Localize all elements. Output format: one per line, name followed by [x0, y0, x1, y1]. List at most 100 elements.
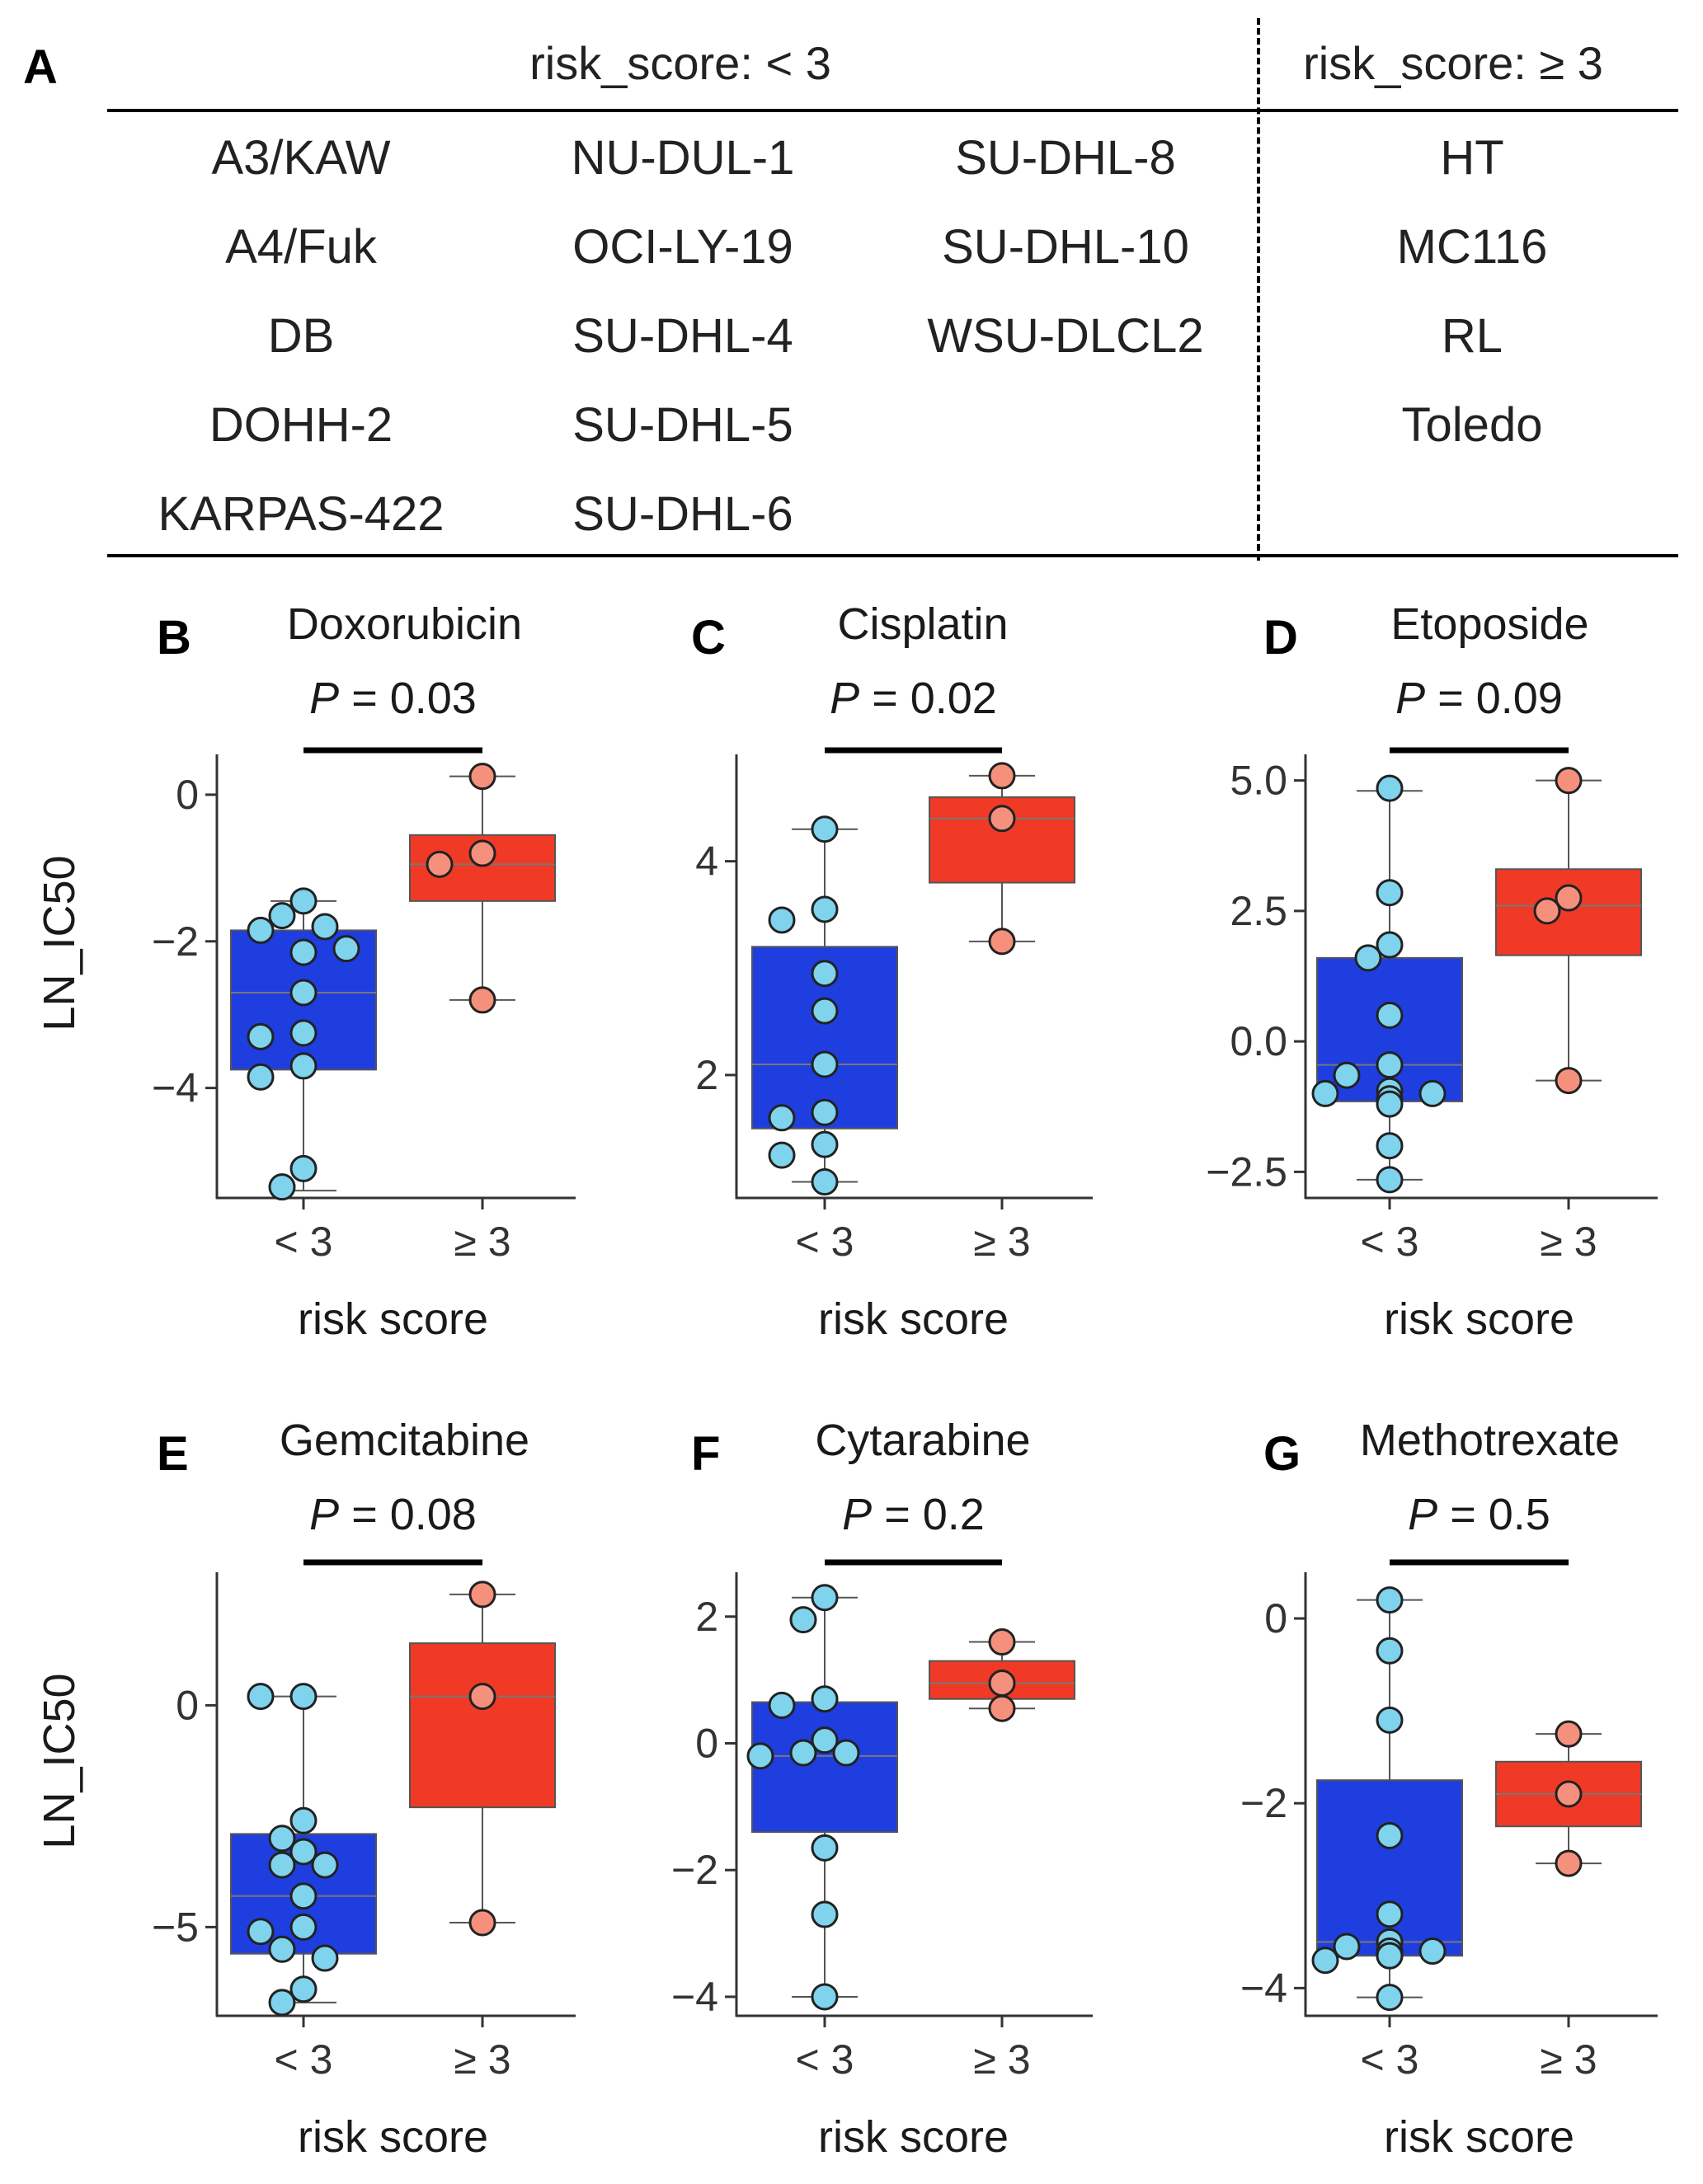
- data-point: [289, 1913, 318, 1941]
- table-cell: RL: [1441, 309, 1503, 363]
- data-point: [768, 1691, 796, 1719]
- data-point: [1376, 1586, 1404, 1614]
- group-header-high: risk_score: ≥ 3: [1303, 37, 1603, 89]
- data-point: [1376, 1821, 1404, 1849]
- data-point: [289, 979, 318, 1007]
- data-point: [1376, 1706, 1404, 1734]
- p-value: = 0.08: [339, 1490, 477, 1539]
- table-cell: DB: [267, 309, 335, 363]
- data-point: [468, 1580, 496, 1609]
- x-axis-label: risk score: [1384, 2112, 1574, 2162]
- panel-letter-d: D: [1263, 611, 1298, 665]
- x-tick-label: ≥ 3: [973, 1219, 1030, 1265]
- data-point: [811, 1168, 839, 1196]
- p-value-label: P = 0.03: [309, 674, 477, 723]
- data-point: [1376, 1166, 1404, 1194]
- data-point: [1555, 884, 1583, 912]
- box-high-risk: [409, 1642, 556, 1809]
- y-tick-label: −4: [1240, 1965, 1287, 2011]
- data-point: [247, 1022, 275, 1050]
- data-point: [268, 1989, 296, 2017]
- y-tick-label: 4: [695, 838, 718, 885]
- data-point: [1555, 1780, 1583, 1808]
- data-point: [1376, 1900, 1404, 1928]
- data-point: [311, 1944, 339, 1972]
- data-point: [811, 815, 839, 843]
- table-cell: SU-DHL-8: [955, 131, 1176, 185]
- data-point: [289, 1052, 318, 1080]
- data-point: [811, 1584, 839, 1612]
- data-point: [289, 1838, 318, 1866]
- x-tick-label: < 3: [796, 2036, 854, 2083]
- x-tick-label: ≥ 3: [973, 2036, 1030, 2083]
- data-point: [247, 1683, 275, 1711]
- y-axis-label: LN_IC50: [35, 1673, 84, 1848]
- group-divider: [1257, 18, 1260, 561]
- data-point: [268, 902, 296, 930]
- box-low-risk: [751, 946, 898, 1130]
- data-point: [311, 1851, 339, 1879]
- data-point: [1311, 1947, 1339, 1975]
- y-tick-label: 2.5: [1230, 888, 1287, 934]
- data-point: [988, 1670, 1016, 1697]
- x-tick-label: ≥ 3: [1540, 2036, 1597, 2083]
- x-tick-label: < 3: [1361, 1219, 1419, 1265]
- data-point: [1418, 1079, 1447, 1107]
- data-point: [811, 997, 839, 1025]
- data-point: [1376, 1001, 1404, 1029]
- data-point: [1555, 1067, 1583, 1095]
- table-cell: SU-DHL-5: [572, 398, 793, 452]
- data-point: [811, 1834, 839, 1862]
- table-top-rule: [107, 109, 1678, 112]
- panel-letter-a: A: [23, 40, 58, 94]
- x-axis-label: risk score: [298, 1294, 488, 1344]
- data-point: [247, 916, 275, 944]
- data-point: [1376, 1637, 1404, 1665]
- data-point: [768, 906, 796, 934]
- table-cell: A3/KAW: [211, 131, 391, 185]
- p-value: = 0.2: [872, 1490, 985, 1539]
- chart-title: Cytarabine: [815, 1416, 1030, 1465]
- data-point: [789, 1739, 817, 1767]
- y-tick-label: 0: [176, 1682, 199, 1728]
- y-tick-label: −2: [671, 1847, 718, 1893]
- p-symbol: P: [1408, 1490, 1437, 1539]
- p-symbol: P: [830, 674, 859, 723]
- data-point: [768, 1104, 796, 1132]
- data-point: [289, 1154, 318, 1182]
- y-tick-label: 0: [695, 1721, 718, 1767]
- y-tick-label: −2.5: [1206, 1148, 1287, 1195]
- data-point: [1333, 1933, 1361, 1961]
- table-cell: SU-DHL-6: [572, 487, 793, 541]
- data-point: [1311, 1079, 1339, 1107]
- data-point: [811, 1900, 839, 1928]
- table-cell: KARPAS-422: [158, 487, 445, 541]
- data-point: [1333, 1061, 1361, 1089]
- data-point: [289, 887, 318, 915]
- p-value-label: P = 0.2: [842, 1490, 985, 1539]
- data-point: [1418, 1937, 1447, 1966]
- y-tick-label: −5: [152, 1904, 199, 1950]
- data-point: [811, 895, 839, 923]
- data-point: [988, 1694, 1016, 1722]
- data-point: [811, 1098, 839, 1126]
- y-tick-label: 2: [695, 1594, 718, 1640]
- data-point: [468, 986, 496, 1014]
- data-point: [1376, 1942, 1404, 1970]
- data-point: [426, 850, 454, 878]
- y-axis-label: LN_IC50: [35, 855, 84, 1031]
- table-cell: OCI-LY-19: [572, 220, 793, 274]
- panel-letter-e: E: [157, 1427, 189, 1481]
- data-point: [289, 938, 318, 966]
- panel-letter-f: F: [691, 1427, 720, 1481]
- table-cell: HT: [1440, 131, 1504, 185]
- data-point: [811, 1726, 839, 1754]
- data-point: [1555, 1720, 1583, 1748]
- data-point: [1555, 767, 1583, 795]
- y-tick-label: 0.0: [1230, 1018, 1287, 1064]
- p-symbol: P: [309, 674, 339, 723]
- data-point: [832, 1739, 860, 1767]
- data-point: [1376, 1132, 1404, 1160]
- chart-title: Doxorubicin: [287, 599, 522, 649]
- data-point: [988, 805, 1016, 833]
